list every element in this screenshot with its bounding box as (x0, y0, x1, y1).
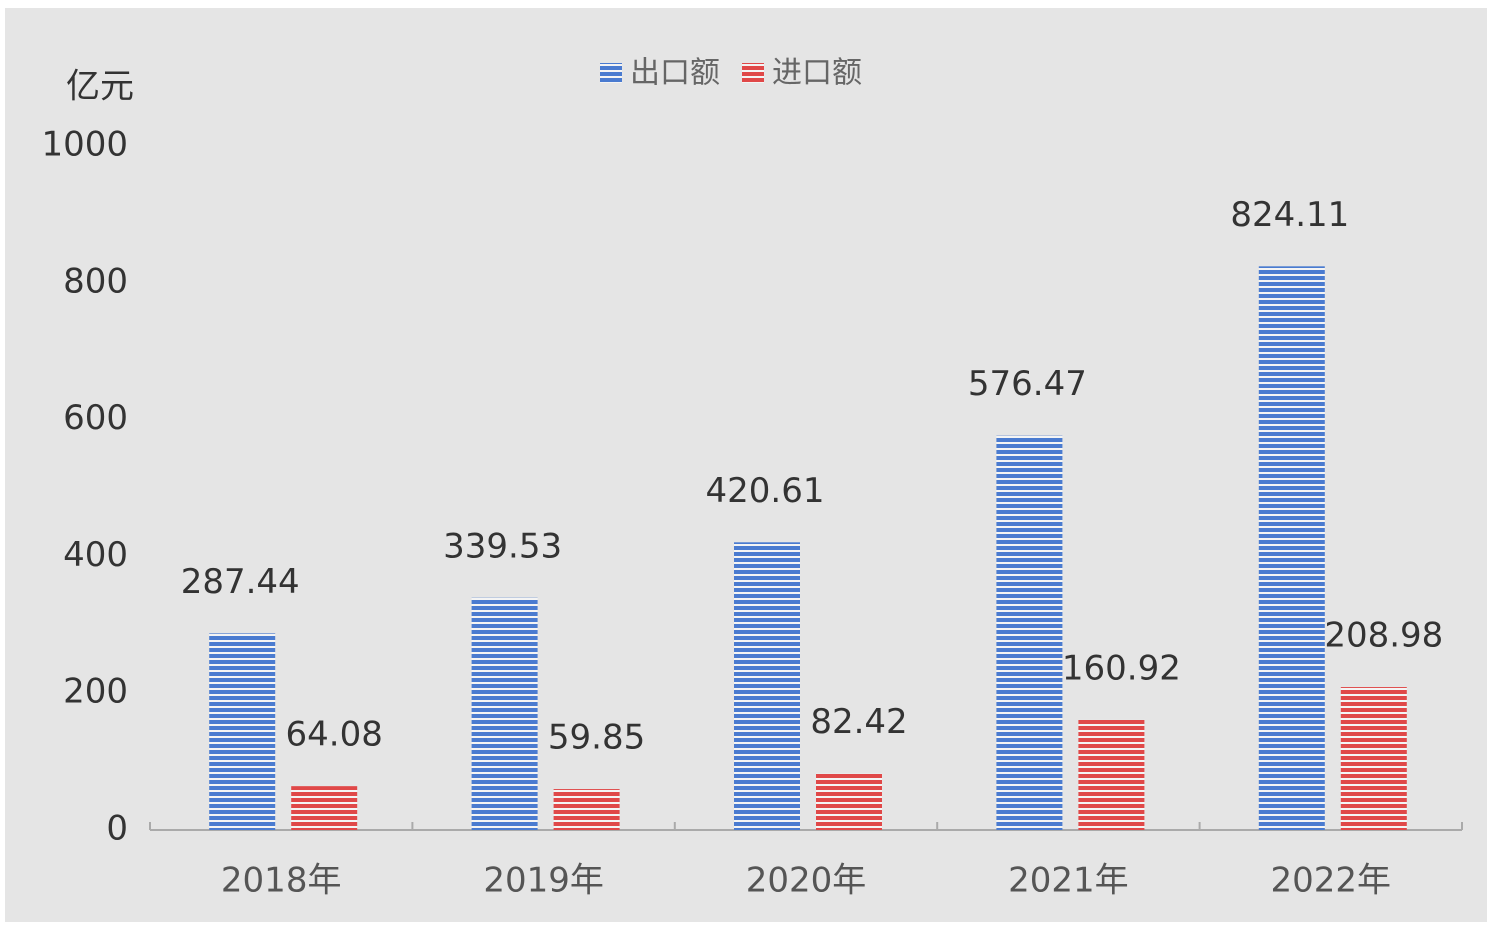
y-tick-label: 1000 (41, 125, 128, 165)
x-tick-label: 2020年 (746, 861, 867, 901)
bar (1078, 719, 1145, 830)
x-tick-label: 2022年 (1271, 861, 1392, 901)
data-label: 208.98 (1324, 616, 1443, 656)
bar (1258, 266, 1325, 831)
bar (553, 789, 620, 830)
y-axis-label: 亿元 (66, 67, 134, 107)
y-tick-label: 200 (63, 672, 128, 712)
data-label: 420.61 (706, 471, 825, 511)
data-label: 59.85 (548, 718, 645, 758)
bar (816, 773, 882, 830)
data-label: 82.42 (810, 702, 907, 742)
y-tick-label: 0 (106, 809, 128, 849)
legend-label: 进口额 (772, 56, 862, 91)
legend-swatch (742, 63, 764, 83)
data-label: 339.53 (443, 526, 562, 566)
data-label: 824.11 (1230, 195, 1349, 235)
legend-label: 出口额 (630, 56, 720, 91)
bar (996, 435, 1063, 830)
x-tick-label: 2019年 (483, 861, 604, 901)
bar (291, 786, 358, 830)
data-label: 160.92 (1062, 648, 1181, 688)
x-tick-label: 2018年 (221, 861, 342, 901)
y-tick-label: 800 (63, 261, 128, 301)
x-tick-label: 2021年 (1008, 861, 1129, 901)
bar (209, 633, 276, 830)
bar (1340, 687, 1407, 830)
data-label: 576.47 (968, 364, 1087, 404)
legend-swatch (600, 63, 622, 83)
y-tick-label: 600 (63, 398, 128, 438)
data-label: 64.08 (286, 715, 383, 755)
data-label: 287.44 (181, 562, 300, 602)
y-tick-label: 400 (63, 535, 128, 575)
bar (734, 542, 800, 830)
bar (471, 597, 538, 830)
